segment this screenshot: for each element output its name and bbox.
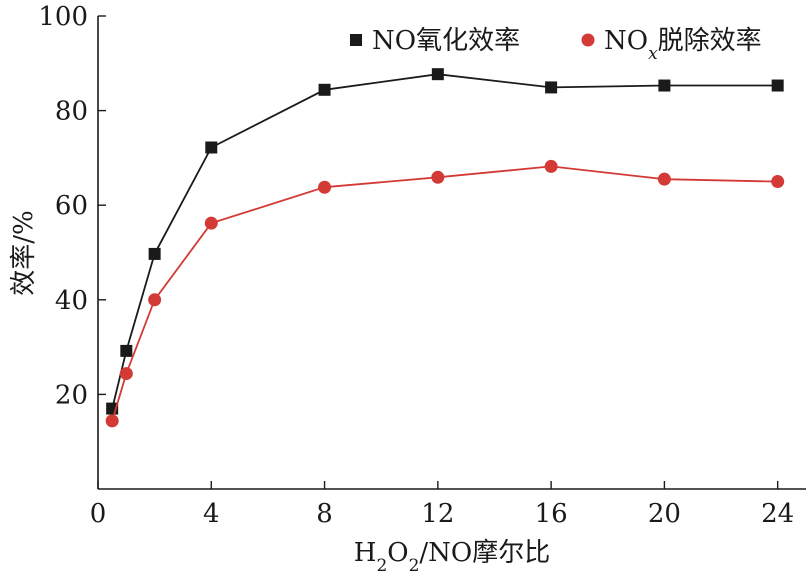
y-tick-label: 60 — [55, 191, 88, 221]
data-point — [545, 81, 558, 94]
data-point — [318, 180, 332, 194]
y-tick-label: 100 — [38, 2, 88, 32]
y-tick-label: 40 — [55, 286, 88, 316]
data-point — [657, 172, 671, 186]
series-line — [111, 165, 778, 422]
data-point — [119, 367, 133, 381]
legend-label: NO氧化效率 — [372, 26, 520, 56]
x-tick-label: 8 — [316, 499, 333, 529]
series-2 — [105, 159, 785, 428]
data-point — [204, 216, 218, 230]
data-point — [318, 83, 331, 96]
y-tick-label: 20 — [55, 380, 88, 410]
data-point — [544, 159, 558, 173]
series-line — [111, 73, 778, 409]
legend-item-1: NO氧化效率 — [350, 26, 520, 56]
axes — [97, 16, 806, 490]
y-axis-title: 效率/% — [9, 210, 39, 295]
x-tick-label: 0 — [90, 499, 107, 529]
data-point — [148, 293, 162, 307]
legend-item-2: NOx脱除效率 — [581, 26, 762, 64]
x-axis-title: H2O2/NO摩尔比 — [354, 538, 551, 574]
data-point — [771, 175, 785, 189]
data-point — [120, 344, 133, 357]
y-tick-label: 80 — [55, 97, 88, 127]
data-point — [431, 170, 445, 184]
ticks: 0 4 8 12 16 20 24 20 40 60 80 100 — [38, 2, 794, 529]
legend-marker — [350, 34, 362, 46]
series-layer — [105, 68, 785, 428]
legend: NO氧化效率 NOx脱除效率 — [350, 26, 762, 64]
data-point — [431, 68, 444, 81]
data-point — [105, 414, 119, 428]
x-tick-label: 12 — [421, 499, 454, 529]
data-point — [148, 247, 161, 260]
x-tick-label: 4 — [203, 499, 220, 529]
x-tick-label: 16 — [535, 499, 568, 529]
data-point — [205, 141, 218, 154]
legend-marker — [581, 33, 595, 47]
x-tick-label: 24 — [761, 499, 794, 529]
x-tick-label: 20 — [648, 499, 681, 529]
data-point — [658, 79, 671, 92]
legend-label: NOx脱除效率 — [604, 26, 762, 64]
series-1 — [106, 68, 784, 415]
data-point — [771, 79, 784, 92]
